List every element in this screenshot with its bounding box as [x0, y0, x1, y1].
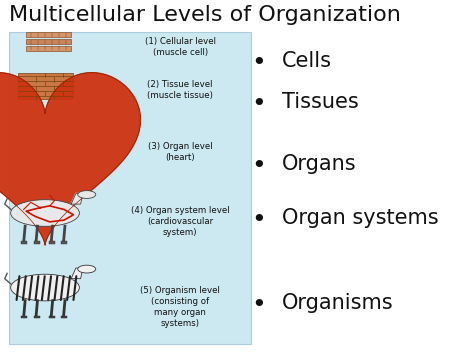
Text: (1) Cellular level
(muscle cell): (1) Cellular level (muscle cell)	[145, 37, 216, 58]
Ellipse shape	[11, 274, 79, 301]
Text: Cells: Cells	[282, 51, 332, 71]
FancyBboxPatch shape	[9, 32, 251, 344]
Text: Tissues: Tissues	[282, 92, 359, 112]
FancyBboxPatch shape	[18, 73, 73, 99]
FancyBboxPatch shape	[34, 316, 40, 318]
FancyBboxPatch shape	[49, 316, 55, 318]
Text: Organisms: Organisms	[282, 293, 393, 313]
FancyBboxPatch shape	[61, 316, 67, 318]
Text: Organs: Organs	[282, 154, 356, 174]
Text: •: •	[251, 293, 266, 317]
Text: (5) Organism level
(consisting of
many organ
systems): (5) Organism level (consisting of many o…	[140, 286, 220, 328]
FancyBboxPatch shape	[26, 32, 71, 37]
FancyBboxPatch shape	[34, 241, 40, 244]
FancyBboxPatch shape	[26, 39, 71, 44]
FancyBboxPatch shape	[26, 46, 71, 51]
Polygon shape	[0, 73, 140, 245]
FancyBboxPatch shape	[61, 241, 67, 244]
FancyBboxPatch shape	[49, 241, 55, 244]
FancyBboxPatch shape	[21, 316, 27, 318]
Text: Organ systems: Organ systems	[282, 208, 438, 228]
Polygon shape	[71, 193, 83, 204]
Text: (2) Tissue level
(muscle tissue): (2) Tissue level (muscle tissue)	[147, 80, 213, 100]
Text: (4) Organ system level
(cardiovascular
system): (4) Organ system level (cardiovascular s…	[131, 206, 229, 237]
Text: •: •	[251, 51, 266, 76]
Text: •: •	[251, 208, 266, 232]
Ellipse shape	[11, 200, 79, 226]
Ellipse shape	[78, 191, 96, 198]
Ellipse shape	[78, 265, 96, 273]
Text: •: •	[251, 154, 266, 179]
FancyBboxPatch shape	[21, 241, 27, 244]
Text: •: •	[251, 92, 266, 116]
Polygon shape	[71, 268, 83, 279]
Text: (3) Organ level
(heart): (3) Organ level (heart)	[148, 142, 212, 162]
Text: Multicellular Levels of Organization: Multicellular Levels of Organization	[9, 5, 401, 25]
